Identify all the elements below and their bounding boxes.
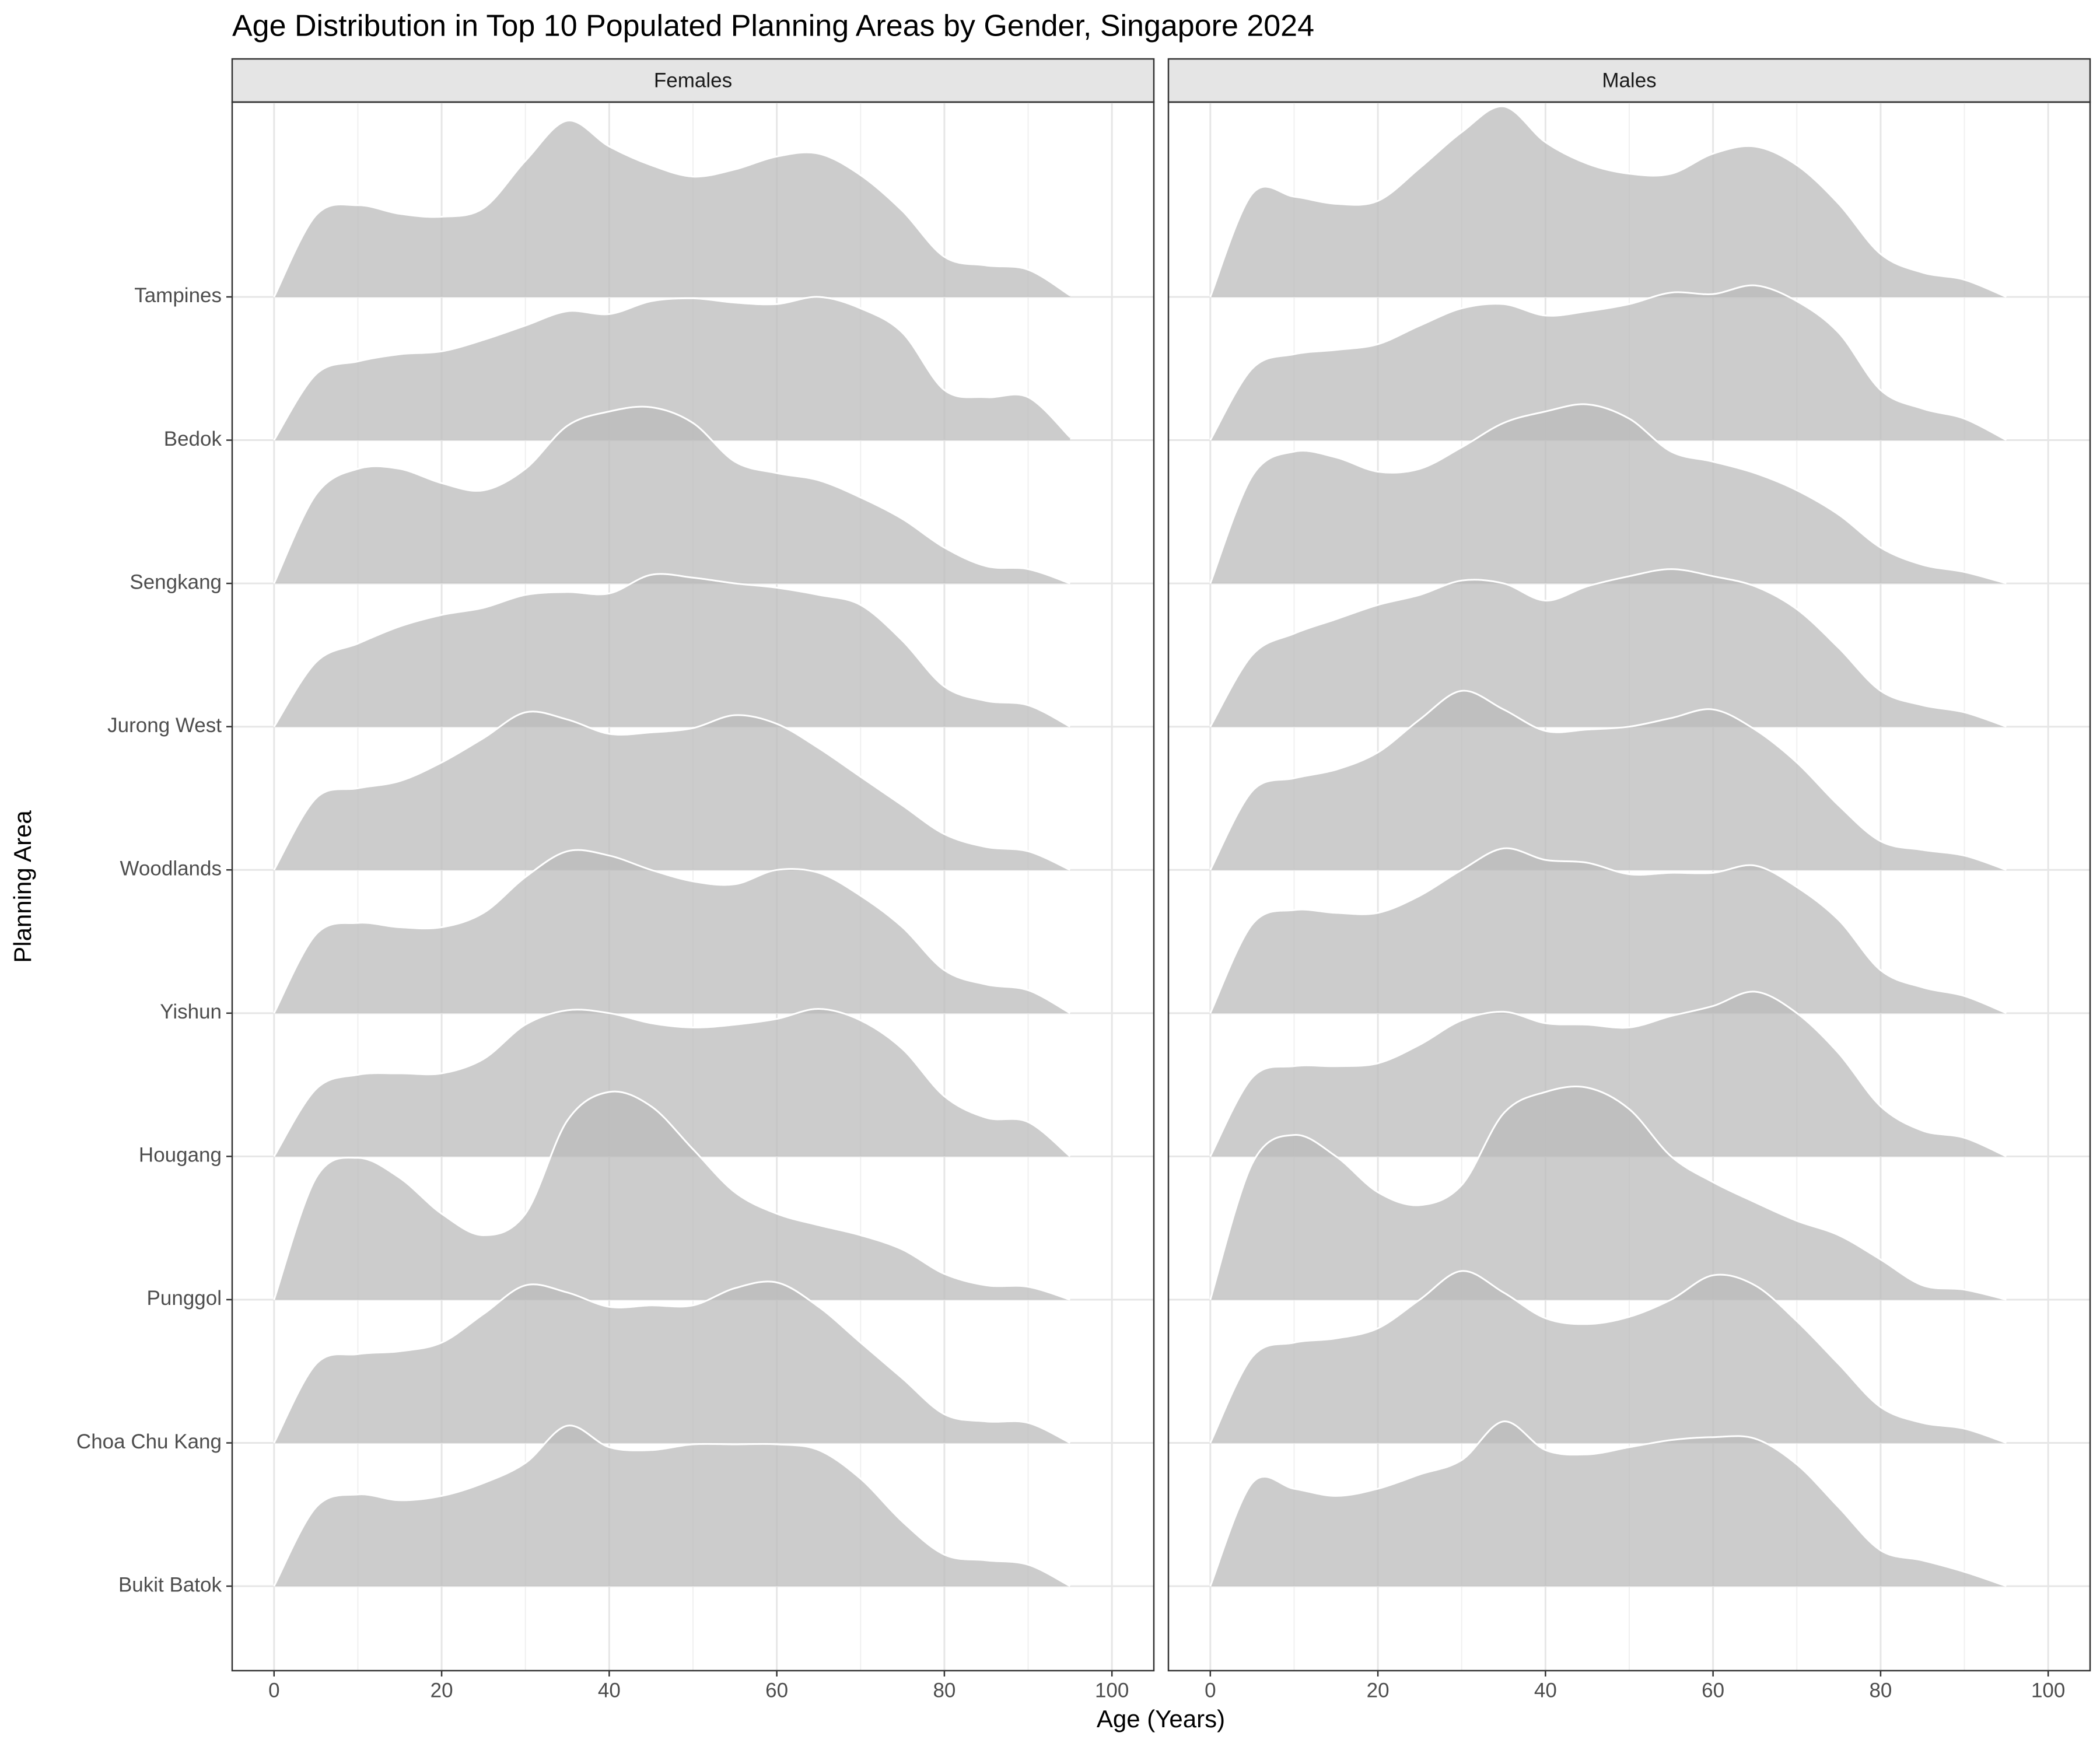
ridge-outline <box>1209 1086 2007 1301</box>
y-axis-title: Planning Area <box>9 810 36 963</box>
ridge-outline <box>1209 991 2007 1157</box>
facet-panel: Males 0 20 40 60 80 100 <box>1167 58 2091 1702</box>
facet-strip <box>1167 58 2091 103</box>
ridge-area <box>274 1425 1070 1587</box>
ridge-outline <box>1209 403 2007 584</box>
y-tick-label: Yishun <box>160 1000 222 1023</box>
ridge-area <box>1210 106 2007 297</box>
x-tick-label: 0 <box>268 1679 279 1702</box>
ridge-outline <box>1209 690 2007 871</box>
ridge-outline <box>1209 1420 2007 1587</box>
ridge-outline <box>1209 1270 2007 1444</box>
ridge-outline <box>273 710 1071 871</box>
ridge-area <box>1210 991 2007 1157</box>
ridge-area <box>1210 1421 2007 1587</box>
ridge-outline <box>273 120 1071 298</box>
y-tick-label: Hougang <box>139 1144 222 1167</box>
ridge-outline <box>273 1280 1071 1444</box>
y-tick-label: Punggol <box>147 1287 222 1310</box>
ridge-area <box>1210 285 2007 440</box>
ridge-outline <box>273 1424 1071 1587</box>
ridge-area <box>1210 569 2007 727</box>
ridge-area <box>274 296 1070 440</box>
ridge-outline <box>273 1007 1071 1157</box>
y-tick-label: Woodlands <box>120 858 222 880</box>
ridge-outline <box>273 296 1071 441</box>
y-tick-label: Jurong West <box>107 714 222 737</box>
ridge-area <box>1210 404 2007 584</box>
ridge-area <box>274 407 1070 584</box>
x-tick-label: 60 <box>765 1679 788 1702</box>
y-tick-label: Choa Chu Kang <box>76 1430 222 1453</box>
x-tick-label: 0 <box>1205 1679 1216 1702</box>
ridge-outline <box>273 405 1070 584</box>
ridge-outline <box>1209 847 2007 1014</box>
x-tick-label: 40 <box>1534 1679 1557 1702</box>
ridge-area <box>1210 848 2007 1013</box>
y-tick-label: Bedok <box>164 428 222 450</box>
ridge-area <box>274 1091 1070 1300</box>
x-tick-label: 20 <box>1367 1679 1390 1702</box>
facet-label: Females <box>654 69 732 92</box>
panel-border <box>231 101 1155 1672</box>
panel-border <box>1167 101 2091 1672</box>
x-axis-title: Age (Years) <box>1097 1705 1225 1732</box>
ridge-outline <box>273 1090 1070 1301</box>
ridge-area <box>1210 1270 2007 1443</box>
x-tick-label: 100 <box>2031 1679 2065 1702</box>
ridge-area <box>274 120 1070 297</box>
x-tick-label: 20 <box>430 1679 453 1702</box>
facet-label: Males <box>1602 69 1656 92</box>
ridge-outline <box>273 849 1071 1014</box>
x-tick-label: 40 <box>598 1679 621 1702</box>
ridge-area <box>1210 1086 2007 1300</box>
ridge-area <box>274 850 1070 1013</box>
chart-title: Age Distribution in Top 10 Populated Pla… <box>232 9 1314 43</box>
facet-panel: Females 0 20 40 60 80 100 Tampines Bedok Sengkang… <box>76 58 1155 1702</box>
ridge-area <box>274 1009 1070 1157</box>
ridge-area <box>1210 691 2007 870</box>
x-tick-label: 60 <box>1702 1679 1724 1702</box>
x-tick-label: 100 <box>1095 1679 1129 1702</box>
ridge-area <box>274 711 1070 870</box>
ridge-outline <box>1209 105 2007 298</box>
ridge-outline <box>273 573 1071 728</box>
y-tick-label: Bukit Batok <box>118 1573 222 1596</box>
ridge-outline <box>1209 284 2007 441</box>
x-tick-label: 80 <box>1869 1679 1892 1702</box>
y-tick-label: Tampines <box>134 284 222 307</box>
ridge-outline <box>1209 568 2007 728</box>
x-tick-label: 80 <box>933 1679 956 1702</box>
y-tick-label: Sengkang <box>130 570 222 593</box>
